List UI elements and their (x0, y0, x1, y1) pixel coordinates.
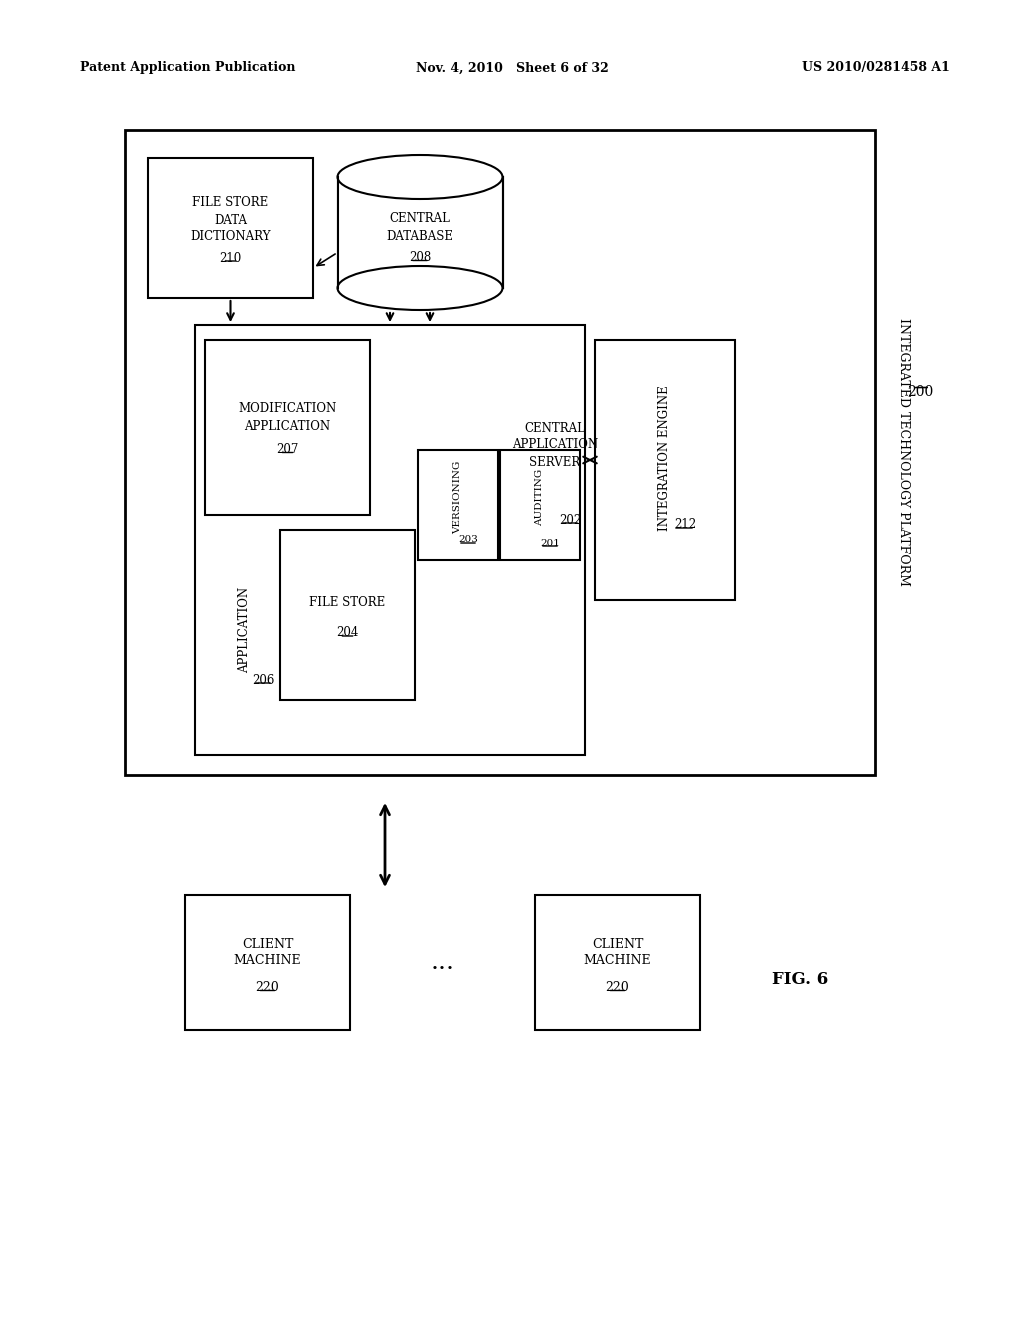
Text: CENTRAL
DATABASE: CENTRAL DATABASE (386, 213, 454, 243)
Text: VERSIONING: VERSIONING (454, 461, 463, 533)
Text: US 2010/0281458 A1: US 2010/0281458 A1 (802, 62, 950, 74)
Text: 203: 203 (458, 536, 478, 544)
Text: FIG. 6: FIG. 6 (772, 972, 828, 989)
Ellipse shape (338, 154, 503, 199)
Bar (500, 450, 580, 560)
Text: 207: 207 (276, 444, 299, 455)
Text: 210: 210 (219, 252, 242, 264)
Text: CLIENT
MACHINE: CLIENT MACHINE (584, 937, 651, 968)
Text: ...: ... (430, 950, 455, 974)
Text: MODIFICATION
APPLICATION: MODIFICATION APPLICATION (239, 403, 337, 433)
Text: APPLICATION: APPLICATION (239, 587, 252, 673)
Text: AUDITING: AUDITING (536, 469, 545, 525)
Bar (148, 158, 313, 298)
Bar (338, 177, 503, 288)
Text: Nov. 4, 2010   Sheet 6 of 32: Nov. 4, 2010 Sheet 6 of 32 (416, 62, 608, 74)
Bar (185, 895, 350, 1030)
Bar (280, 531, 415, 700)
Text: CLIENT
MACHINE: CLIENT MACHINE (233, 937, 301, 968)
Text: 208: 208 (409, 251, 431, 264)
Bar (205, 341, 370, 515)
Bar (195, 325, 585, 755)
Text: Patent Application Publication: Patent Application Publication (80, 62, 296, 74)
Bar (339, 177, 501, 288)
Text: INTEGRATED TECHNOLOGY PLATFORM: INTEGRATED TECHNOLOGY PLATFORM (896, 318, 909, 586)
Text: 220: 220 (605, 981, 630, 994)
Text: 201: 201 (540, 539, 560, 548)
Ellipse shape (338, 267, 503, 310)
Text: 200: 200 (907, 385, 933, 400)
Text: 212: 212 (674, 519, 696, 532)
Text: 206: 206 (252, 673, 274, 686)
Text: CENTRAL
APPLICATION
SERVER: CENTRAL APPLICATION SERVER (512, 421, 598, 469)
Text: 202: 202 (559, 513, 582, 527)
Text: 204: 204 (336, 627, 358, 639)
Text: FILE STORE: FILE STORE (309, 597, 386, 610)
Text: 220: 220 (256, 981, 280, 994)
Text: FILE STORE
DATA
DICTIONARY: FILE STORE DATA DICTIONARY (190, 197, 270, 243)
Bar (418, 450, 498, 560)
Bar (535, 895, 700, 1030)
Bar (125, 129, 874, 775)
Text: INTEGRATION ENGINE: INTEGRATION ENGINE (658, 385, 672, 531)
Bar (595, 341, 735, 601)
